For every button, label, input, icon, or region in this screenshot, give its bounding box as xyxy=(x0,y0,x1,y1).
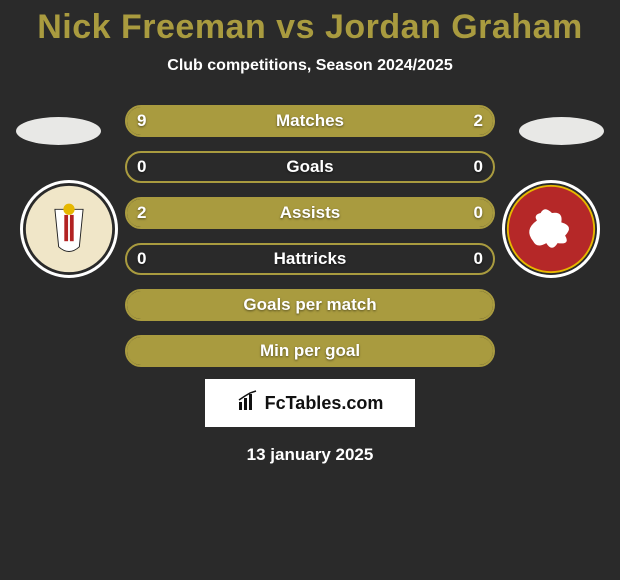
club-crest-left xyxy=(20,180,118,278)
stat-label: Hattricks xyxy=(127,245,493,273)
stat-row: Min per goal xyxy=(125,335,495,367)
stat-label: Goals per match xyxy=(127,291,493,319)
stat-row: 00Goals xyxy=(125,151,495,183)
stat-label: Min per goal xyxy=(127,337,493,365)
stat-row: 00Hattricks xyxy=(125,243,495,275)
player-avatar-left xyxy=(16,117,101,145)
subtitle: Club competitions, Season 2024/2025 xyxy=(0,57,620,75)
player-avatar-right xyxy=(519,117,604,145)
crest-right-graphic xyxy=(505,183,597,275)
club-crest-right xyxy=(502,180,600,278)
watermark-text: FcTables.com xyxy=(265,393,384,414)
stat-rows: 92Matches 00Goals 20Assists 00Hattricks Goal… xyxy=(125,105,495,367)
chart-icon xyxy=(237,390,259,417)
stats-area: 92Matches 00Goals 20Assists 00Hattricks Goal… xyxy=(0,105,620,465)
watermark: FcTables.com xyxy=(205,379,415,427)
stat-row: Goals per match xyxy=(125,289,495,321)
stat-label: Assists xyxy=(127,199,493,227)
stat-row: 20Assists xyxy=(125,197,495,229)
date-stamp: 13 january 2025 xyxy=(0,445,620,465)
stat-row: 92Matches xyxy=(125,105,495,137)
crest-left-graphic xyxy=(23,183,115,275)
stat-label: Goals xyxy=(127,153,493,181)
stat-label: Matches xyxy=(127,107,493,135)
page-title: Nick Freeman vs Jordan Graham xyxy=(0,0,620,47)
